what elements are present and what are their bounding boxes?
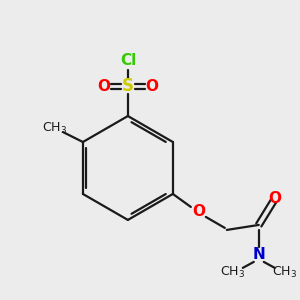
Text: O: O	[98, 79, 110, 94]
Text: CH$_3$: CH$_3$	[272, 265, 297, 280]
Text: CH$_3$: CH$_3$	[220, 265, 245, 280]
Text: S: S	[122, 77, 134, 95]
Text: O: O	[146, 79, 158, 94]
Text: O: O	[192, 204, 205, 219]
Text: CH$_3$: CH$_3$	[42, 121, 68, 136]
Text: N: N	[252, 248, 265, 262]
Text: O: O	[268, 191, 281, 206]
Text: Cl: Cl	[120, 52, 136, 68]
